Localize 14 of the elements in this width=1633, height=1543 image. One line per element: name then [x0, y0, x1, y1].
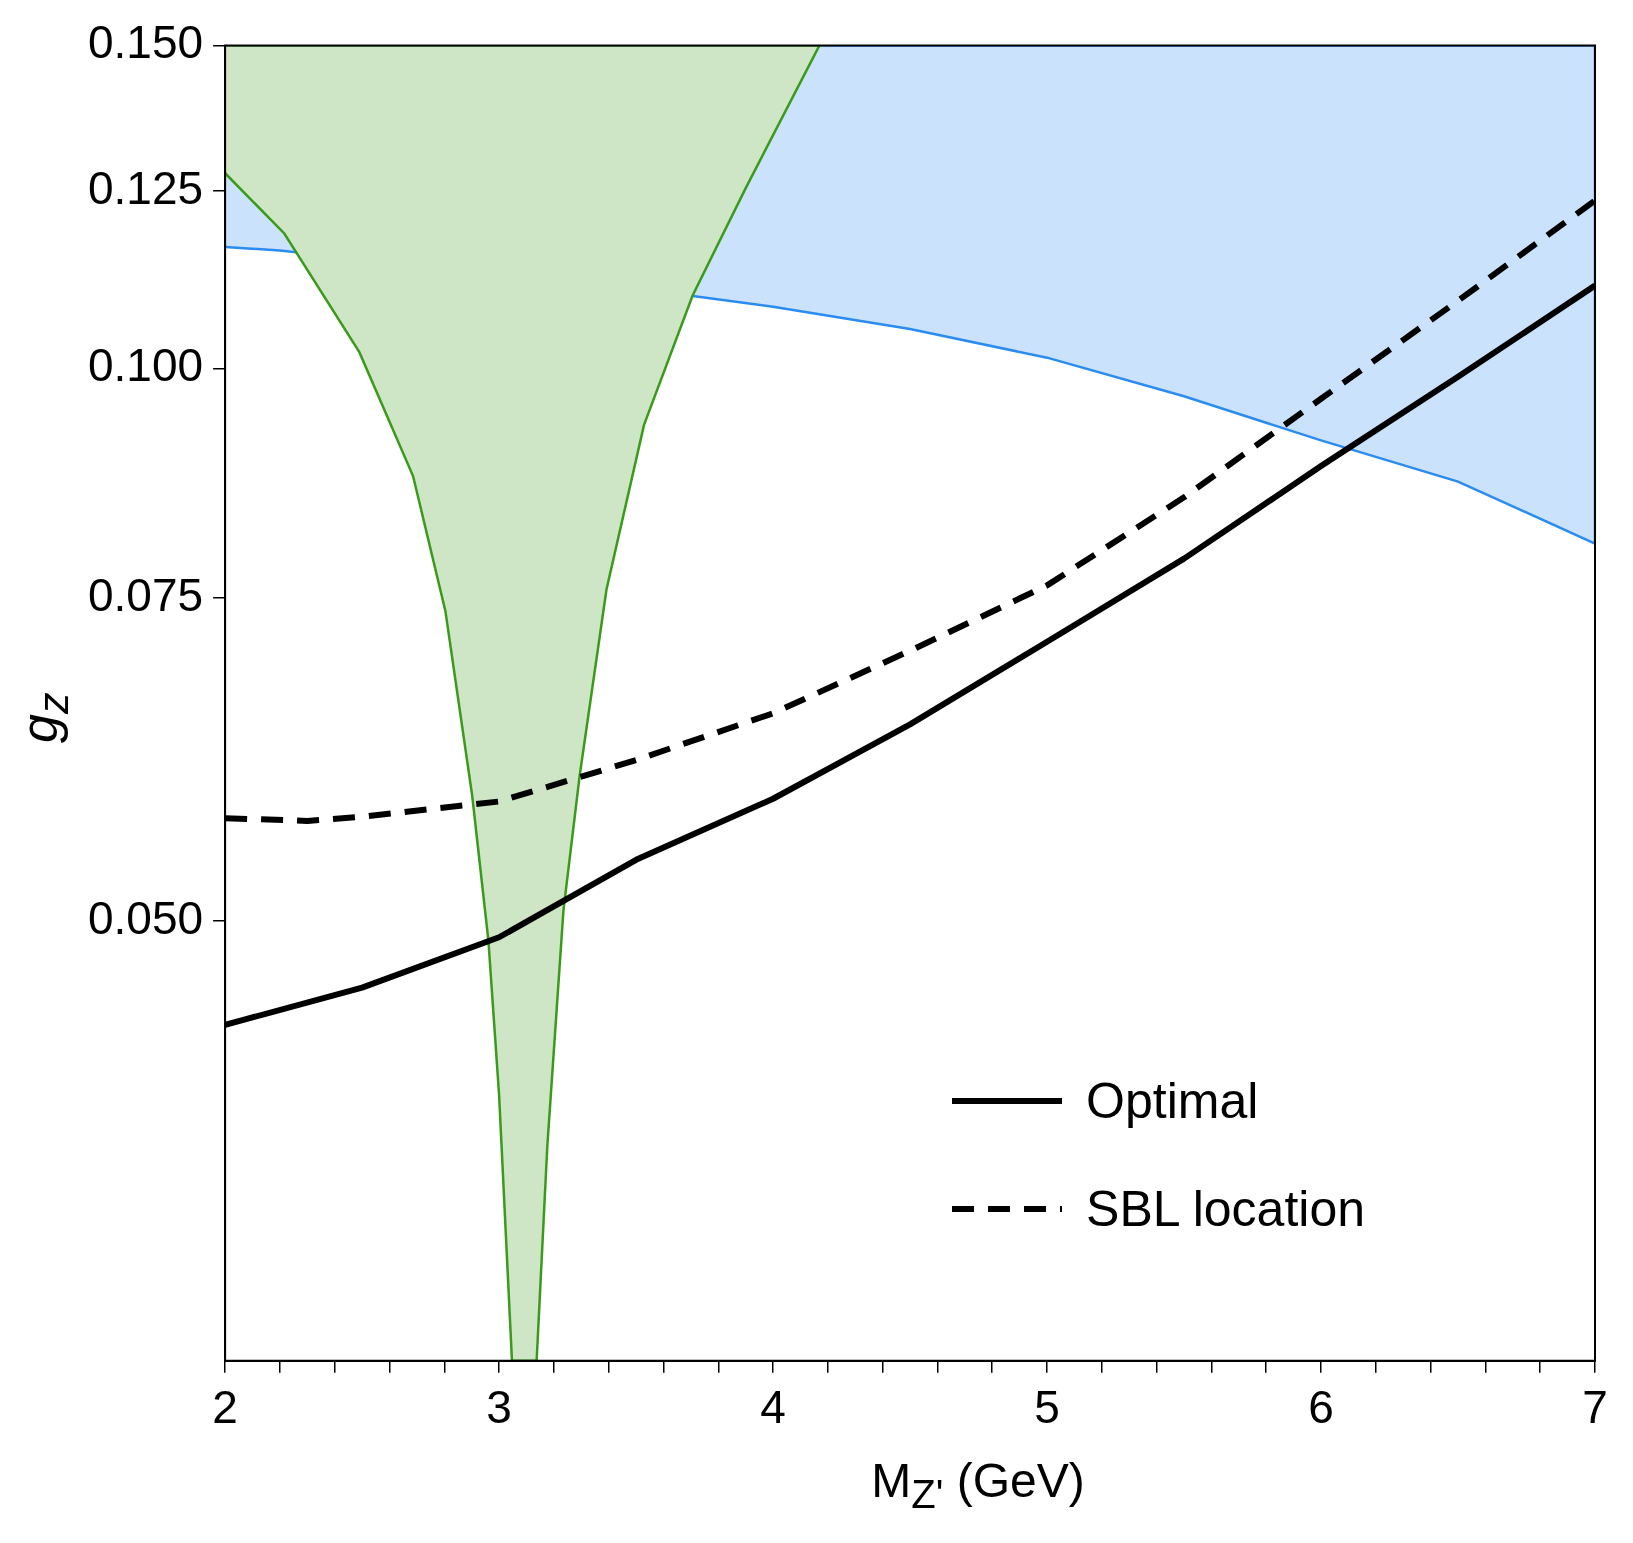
x-tick-label: 6: [1308, 1381, 1334, 1434]
x-axis-title: M$_{Z'}$ (GeV): [870, 1453, 1086, 1517]
x-tick-label: 7: [1582, 1381, 1608, 1434]
y-tick-label: 0.100: [87, 339, 204, 392]
x-tick-label: 4: [760, 1381, 786, 1434]
x-tick-label: 2: [212, 1381, 238, 1434]
y-tick-label: 0.075: [87, 568, 204, 621]
y-tick-label: 0.050: [87, 891, 204, 944]
x-tick-label: 5: [1034, 1381, 1060, 1434]
x-tick-label: 3: [486, 1381, 512, 1434]
legend-label: SBL location: [1086, 1180, 1365, 1238]
legend-label: Optimal: [1086, 1072, 1259, 1130]
y-tick-label: 0.125: [87, 161, 204, 214]
y-tick-label: 0.150: [87, 16, 204, 69]
